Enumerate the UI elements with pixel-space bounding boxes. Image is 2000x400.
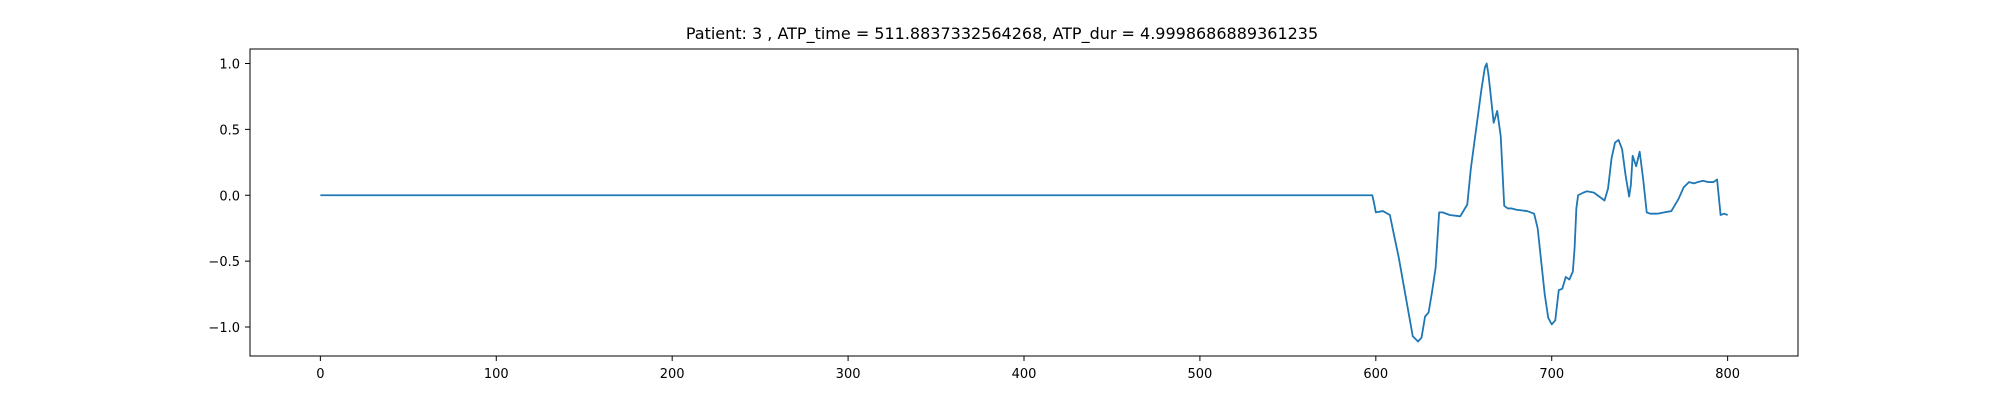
- x-axis: 0 100 200 300 400 500 600 700 800: [316, 356, 1740, 382]
- y-tick-label: −1.0: [208, 321, 240, 336]
- x-tick-label: 300: [836, 367, 861, 382]
- series-line: [320, 62, 1728, 343]
- y-tick-label: 0.0: [219, 189, 240, 204]
- chart-title: Patient: 3 , ATP_time = 511.883733256426…: [686, 24, 1318, 44]
- x-tick-label: 600: [1363, 367, 1388, 382]
- x-tick-label: 200: [660, 367, 685, 382]
- x-tick-label: 800: [1715, 367, 1740, 382]
- y-axis: 1.0 0.5 0.0 −0.5 −1.0: [208, 57, 250, 336]
- plot-area-frame: [249, 48, 1799, 357]
- x-tick-label: 400: [1012, 367, 1037, 382]
- y-tick-label: 0.5: [219, 123, 240, 138]
- y-tick-label: 1.0: [219, 57, 240, 72]
- x-tick-label: 100: [484, 367, 509, 382]
- y-tick-label: −0.5: [208, 255, 240, 270]
- x-tick-label: 700: [1539, 367, 1564, 382]
- series-layer: [320, 62, 1728, 343]
- x-tick-label: 500: [1187, 367, 1212, 382]
- x-tick-label: 0: [316, 367, 324, 382]
